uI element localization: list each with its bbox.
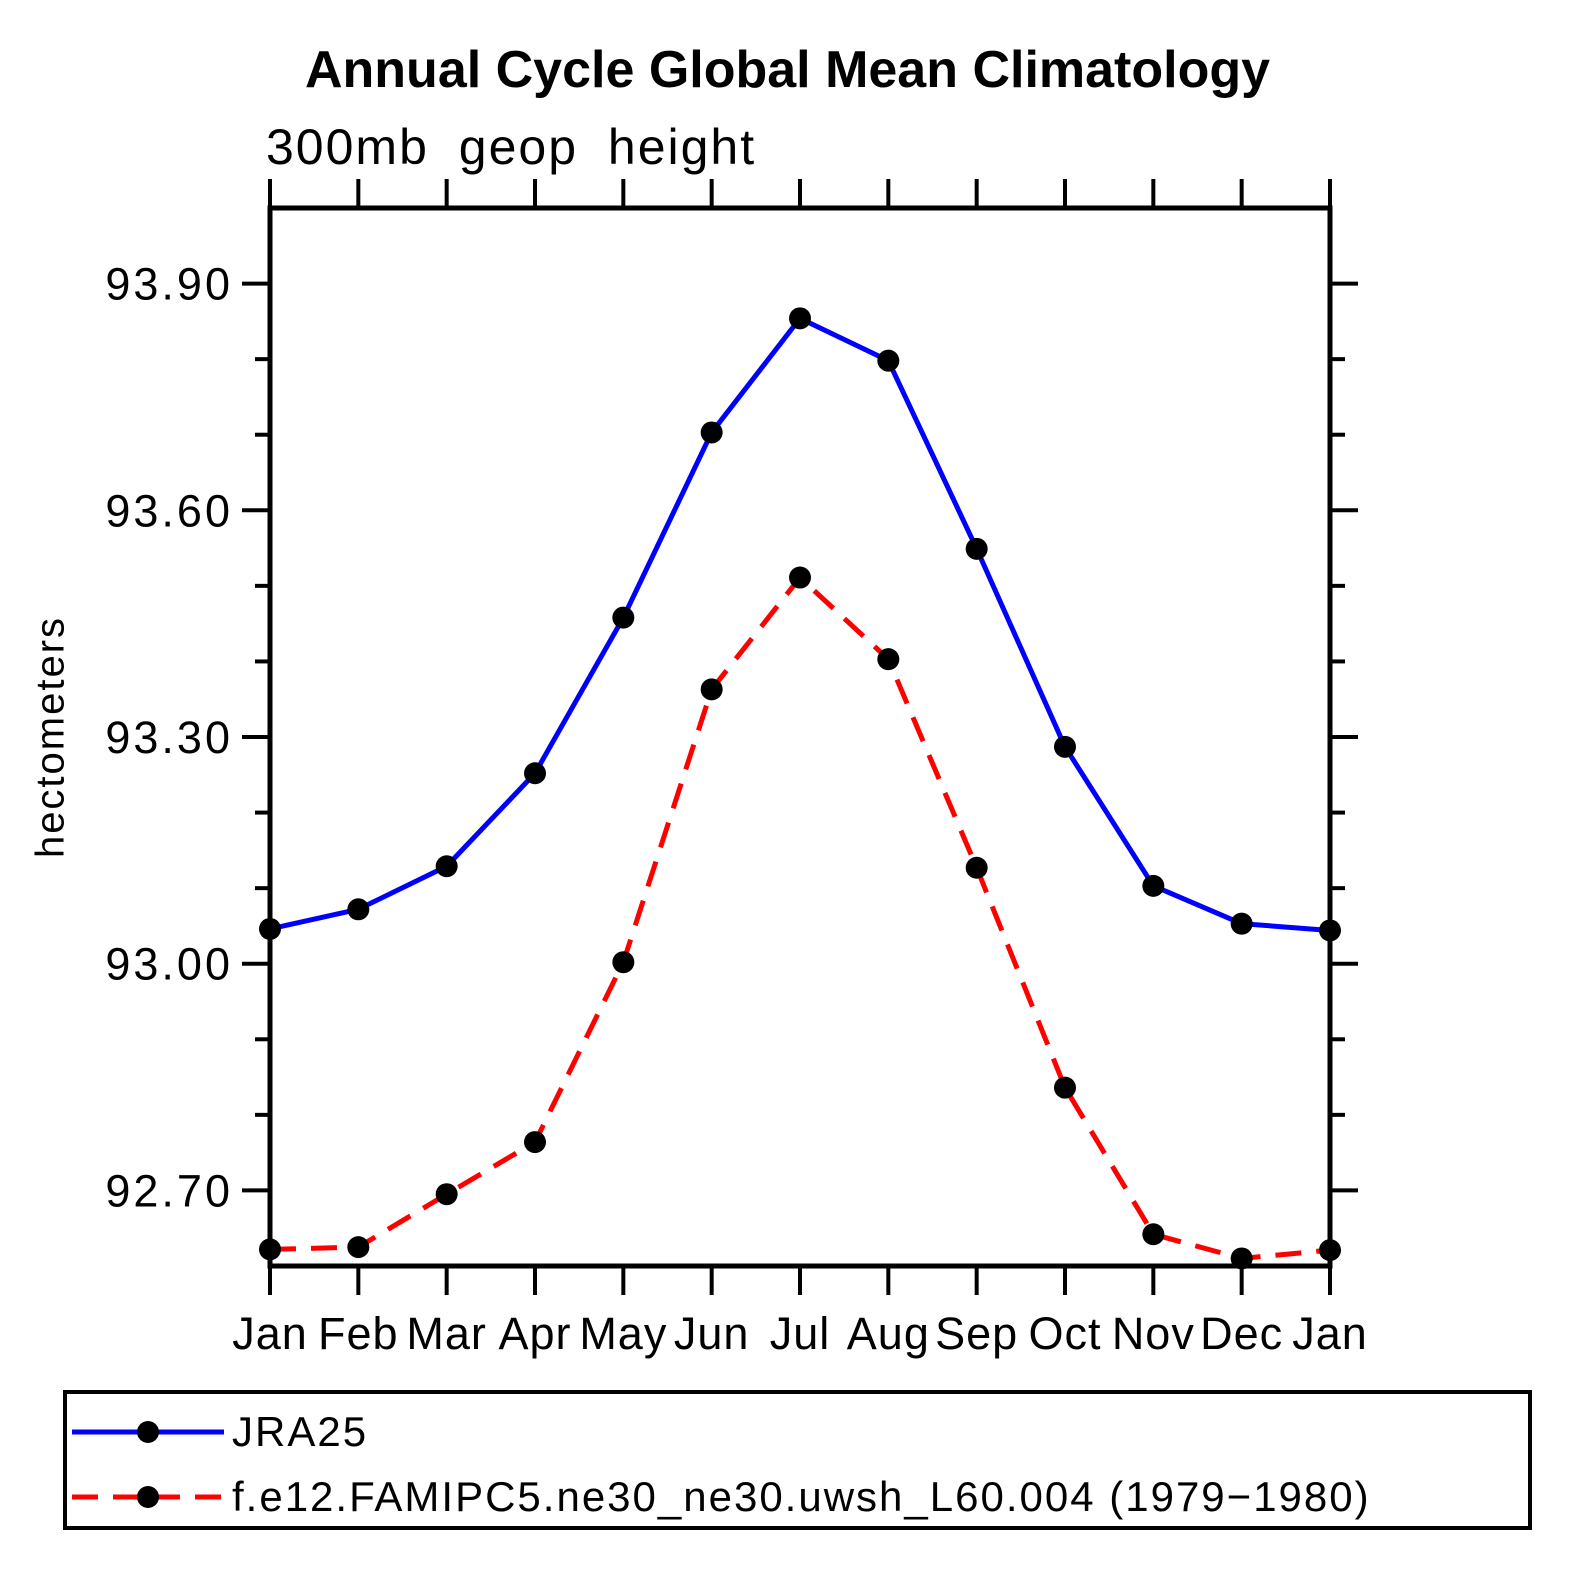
- data-point-marker: [524, 762, 546, 785]
- data-point-marker: [1319, 1239, 1341, 1262]
- axis-frame: [267, 205, 1333, 1269]
- data-point-marker: [965, 856, 988, 879]
- x-tick-label: Jan: [232, 1308, 308, 1359]
- data-point-marker: [347, 1236, 370, 1259]
- x-tick-label: Mar: [406, 1308, 487, 1359]
- data-point-marker: [700, 421, 723, 444]
- x-tick-label: Feb: [318, 1308, 399, 1359]
- legend: JRA25 f.e12.FAMIPC5.ne30_ne30.uwsh_L60.0…: [63, 1390, 1532, 1530]
- data-point-marker: [1142, 1223, 1165, 1246]
- legend-entry-model: f.e12.FAMIPC5.ne30_ne30.uwsh_L60.004 (19…: [68, 1473, 1371, 1520]
- data-point-marker: [524, 1131, 546, 1154]
- data-point-marker: [789, 566, 811, 589]
- x-tick-label: Jan: [1292, 1308, 1368, 1359]
- data-point-marker: [1054, 1076, 1076, 1099]
- data-point-marker: [259, 1238, 281, 1261]
- data-point-marker: [259, 917, 281, 940]
- data-point-marker: [435, 1183, 458, 1206]
- data-point-marker: [1230, 1247, 1253, 1270]
- legend-entry-jra25: JRA25: [68, 1408, 369, 1455]
- chart-title: Annual Cycle Global Mean Climatology: [304, 41, 1271, 99]
- series-line-solid: [269, 315, 1331, 933]
- legend-line-dashed-icon: [72, 1486, 224, 1508]
- data-point-marker: [1054, 735, 1076, 758]
- x-tick-label: May: [579, 1308, 667, 1359]
- y-tick-label: 93.90: [105, 259, 233, 310]
- y-tick-label: 93.60: [105, 485, 233, 536]
- y-tick-label: 93.00: [105, 939, 233, 990]
- legend-label: f.e12.FAMIPC5.ne30_ne30.uwsh_L60.004 (19…: [232, 1473, 1371, 1520]
- x-tick-label: Jul: [770, 1308, 831, 1359]
- data-point-marker: [347, 898, 370, 921]
- data-point-marker: [435, 855, 458, 878]
- data-point-marker: [965, 537, 988, 560]
- y-tick-label: 92.70: [105, 1165, 233, 1216]
- data-point-marker: [789, 307, 811, 330]
- data-point-marker: [877, 349, 900, 372]
- data-point-marker: [877, 648, 900, 671]
- legend-line-solid-icon: [72, 1421, 224, 1443]
- x-tick-label: Aug: [847, 1308, 930, 1359]
- legend-label: JRA25: [232, 1408, 369, 1455]
- x-tick-label: Oct: [1028, 1308, 1101, 1359]
- x-tick-label: Sep: [935, 1308, 1018, 1359]
- data-point-marker: [612, 951, 635, 974]
- data-point-marker: [1319, 919, 1341, 942]
- chart-subtitle: 300mb geop height: [266, 119, 757, 175]
- series-line-dashed: [269, 575, 1331, 1261]
- x-tick-label: Jun: [674, 1308, 750, 1359]
- x-tick-label: Dec: [1200, 1308, 1283, 1359]
- data-point-marker: [1142, 874, 1165, 897]
- y-tick-label: 93.30: [105, 712, 233, 763]
- data-point-marker: [700, 678, 723, 701]
- data-point-marker: [1230, 912, 1253, 935]
- x-tick-label: Nov: [1112, 1308, 1195, 1359]
- x-tick-label: Apr: [498, 1308, 571, 1359]
- data-point-marker: [612, 606, 635, 629]
